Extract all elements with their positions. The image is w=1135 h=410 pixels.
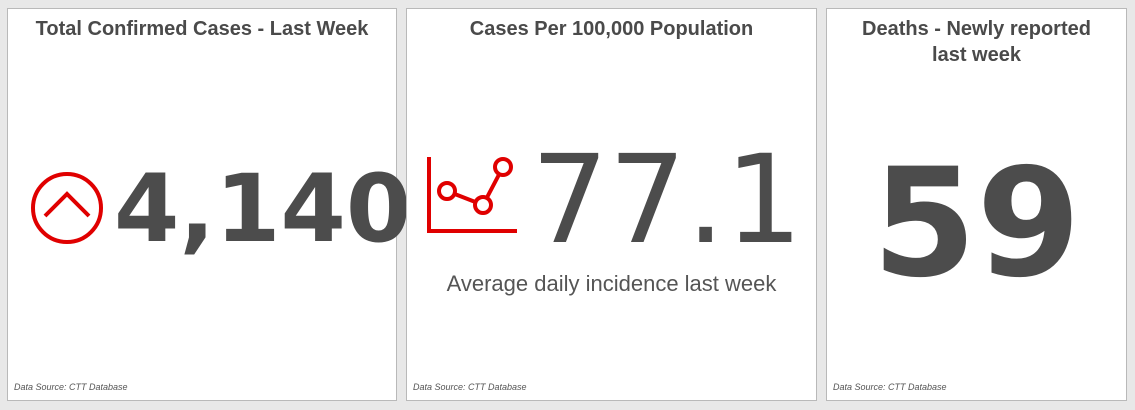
line-chart-icon	[427, 157, 517, 233]
panel-title: Deaths - Newly reported last week	[862, 18, 1091, 66]
arrow-up-circle-icon	[31, 172, 103, 244]
panel-title: Total Confirmed Cases - Last Week	[35, 18, 369, 40]
value-subtitle: Average daily incidence last week	[446, 271, 777, 296]
indicator-total-cases: Total Confirmed Cases - Last Week 4,140 …	[7, 8, 411, 401]
panel-title: Cases Per 100,000 Population	[469, 18, 754, 40]
total-cases-value: 4,140	[114, 155, 412, 264]
deaths-value: 59	[872, 137, 1081, 311]
data-source: Data Source: CTT Database	[14, 382, 128, 392]
indicator-cases-per-100k: Cases Per 100,000 Population 77.1 Averag…	[406, 8, 817, 401]
data-source: Data Source: CTT Database	[833, 382, 947, 392]
incidence-value: 77.1	[531, 129, 803, 271]
indicator-deaths: Deaths - Newly reported last week 59 Dat…	[826, 8, 1127, 401]
data-source: Data Source: CTT Database	[413, 382, 527, 392]
